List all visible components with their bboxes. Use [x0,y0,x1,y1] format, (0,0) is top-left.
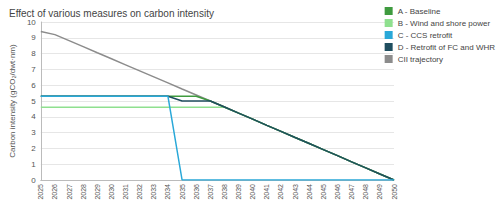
svg-text:9: 9 [31,33,36,42]
svg-text:2033: 2033 [150,184,157,200]
svg-text:2049: 2049 [376,184,383,200]
svg-text:2031: 2031 [122,184,129,200]
svg-text:2048: 2048 [362,184,369,200]
svg-text:Effect of various measures on: Effect of various measures on carbon int… [9,8,214,19]
svg-text:2: 2 [31,144,36,153]
svg-text:2043: 2043 [292,184,299,200]
svg-text:2025: 2025 [37,184,44,200]
svg-text:7: 7 [31,65,36,74]
svg-text:1: 1 [31,160,36,169]
svg-text:2029: 2029 [94,184,101,200]
svg-text:2039: 2039 [235,184,242,200]
svg-text:2026: 2026 [51,184,58,200]
svg-text:4: 4 [31,112,36,121]
svg-text:2037: 2037 [207,184,214,200]
svg-text:2030: 2030 [108,184,115,200]
svg-text:D - Retrofit of FC and WHR: D - Retrofit of FC and WHR [398,43,496,52]
svg-text:6: 6 [31,81,36,90]
svg-text:2044: 2044 [306,184,313,200]
svg-text:2028: 2028 [80,184,87,200]
svg-text:2045: 2045 [320,184,327,200]
svg-text:2038: 2038 [221,184,228,200]
svg-text:C - CCS retrofit: C - CCS retrofit [398,31,453,40]
svg-text:A - Baseline: A - Baseline [398,7,441,16]
svg-text:8: 8 [31,49,36,58]
svg-text:2034: 2034 [164,184,171,200]
svg-text:2036: 2036 [193,184,200,200]
svg-text:5: 5 [31,97,36,106]
svg-text:2042: 2042 [277,184,284,200]
svg-text:2027: 2027 [66,184,73,200]
svg-text:2032: 2032 [136,184,143,200]
svg-text:3: 3 [31,128,36,137]
svg-text:2050: 2050 [391,184,398,200]
svg-text:2040: 2040 [249,184,256,200]
svg-text:2047: 2047 [348,184,355,200]
svg-text:10: 10 [27,18,36,27]
svg-text:2046: 2046 [334,184,341,200]
svg-text:Carbon intensity (gCO₂/dwt·nm): Carbon intensity (gCO₂/dwt·nm) [8,44,17,158]
svg-text:0: 0 [31,176,36,185]
svg-text:CII trajectory: CII trajectory [398,55,443,64]
svg-text:B - Wind and shore power: B - Wind and shore power [398,19,491,28]
svg-text:2035: 2035 [179,184,186,200]
svg-text:2041: 2041 [263,184,270,200]
